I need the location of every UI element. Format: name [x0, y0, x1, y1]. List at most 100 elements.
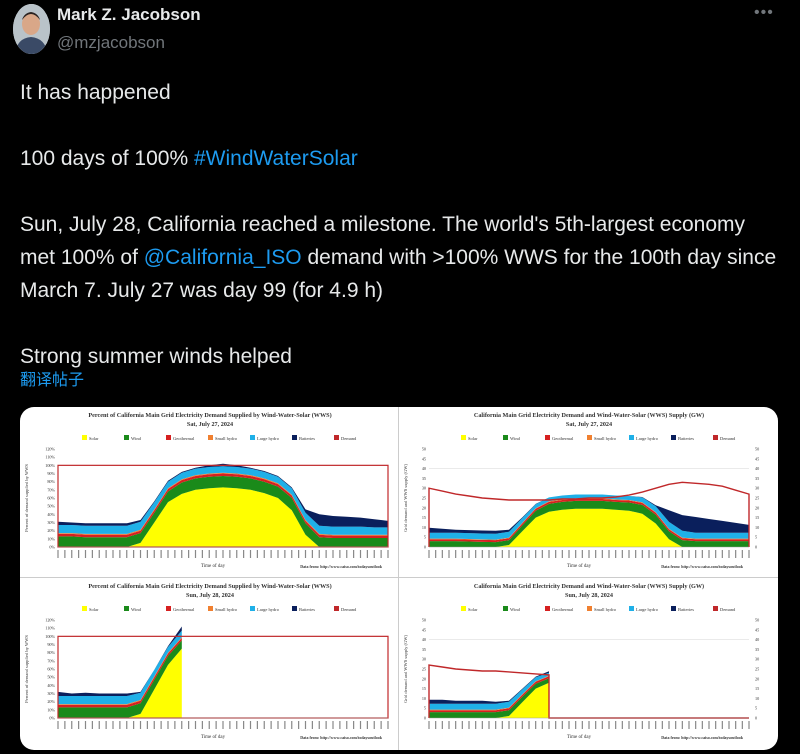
x-tick-label — [167, 721, 169, 729]
source-note: Data from: http://www.caiso.com/todaysou… — [661, 564, 743, 569]
x-tick-label — [373, 550, 375, 558]
legend-swatch — [503, 435, 508, 440]
legend-label: Demand — [720, 436, 736, 441]
x-tick-label — [346, 550, 348, 558]
x-tick-label — [181, 550, 183, 558]
area-wind — [58, 476, 388, 547]
x-tick-label — [561, 550, 563, 558]
x-tick-label — [353, 721, 355, 729]
legend-swatch — [461, 606, 466, 611]
legend-label: Batteries — [299, 436, 315, 441]
x-tick-label — [249, 550, 252, 558]
legend-swatch — [503, 606, 508, 611]
x-tick-label — [181, 721, 183, 729]
x-tick-label — [555, 721, 557, 729]
x-tick-label — [105, 721, 107, 729]
y-tick-label: 20 — [422, 676, 426, 681]
x-tick-label — [441, 550, 443, 558]
legend-label: Solar — [89, 607, 99, 612]
avatar[interactable] — [13, 4, 50, 54]
mention-link[interactable]: @California_ISO — [143, 246, 302, 269]
x-axis-label: Time of day — [201, 735, 226, 740]
legend-swatch — [587, 435, 592, 440]
x-tick-label — [655, 721, 657, 729]
y-tick-label-right: 40 — [755, 637, 759, 642]
x-tick-label — [448, 550, 450, 558]
x-tick-label — [133, 550, 135, 558]
x-tick-label — [215, 550, 217, 558]
more-horizontal-icon[interactable]: ••• — [754, 4, 774, 21]
chart-title: California Main Grid Electricity Demand … — [474, 583, 704, 590]
x-tick-label — [721, 550, 723, 558]
x-tick-label — [208, 721, 210, 729]
legend-label: Batteries — [678, 607, 694, 612]
y-tick-label: 0 — [424, 545, 426, 550]
x-tick-label — [535, 550, 537, 558]
x-tick-label — [339, 550, 341, 558]
x-tick-label — [615, 550, 617, 558]
x-tick-label — [270, 721, 272, 729]
x-tick-label — [628, 721, 630, 729]
area-large-hydro — [58, 466, 388, 535]
x-tick-label — [167, 550, 169, 558]
area-wind — [58, 640, 182, 718]
legend-label: Small hydro — [594, 436, 617, 441]
x-axis-label: Time of day — [567, 564, 592, 569]
legend-label: Small hydro — [594, 607, 617, 612]
x-tick-label — [748, 721, 750, 729]
x-tick-label — [318, 550, 320, 558]
legend-swatch — [250, 435, 255, 440]
x-tick-label — [57, 550, 59, 558]
x-tick-label — [146, 550, 148, 558]
legend-label: Solar — [468, 607, 478, 612]
translate-post-link[interactable]: 翻译帖子 — [20, 372, 85, 389]
y-tick-label: 100% — [45, 463, 55, 468]
chart-title: California Main Grid Electricity Demand … — [474, 412, 704, 419]
area-batteries — [429, 494, 749, 534]
area-solar — [58, 648, 182, 718]
legend-label: Geothermal — [552, 607, 574, 612]
y-tick-label: 80% — [47, 479, 55, 484]
x-tick-label — [575, 721, 577, 729]
area-solar — [429, 682, 549, 718]
legend-swatch — [292, 435, 297, 440]
x-tick-label — [98, 550, 100, 558]
chart-gw-july-27: California Main Grid Electricity Demand … — [399, 407, 778, 578]
x-tick-label — [194, 721, 197, 729]
source-note: Data from: http://www.caiso.com/todaysou… — [300, 564, 382, 569]
y-tick-label-right: 35 — [755, 647, 759, 652]
area-wind — [429, 500, 749, 547]
y-tick-label: 15 — [422, 515, 426, 520]
source-note: Data from: http://www.caiso.com/todaysou… — [300, 735, 382, 740]
hashtag-link[interactable]: #WindWaterSolar — [193, 147, 358, 170]
x-tick-label — [291, 721, 293, 729]
y-tick-label: 40% — [47, 683, 55, 688]
legend-label: Solar — [89, 436, 99, 441]
author-name[interactable]: Mark Z. Jacobson — [57, 5, 201, 24]
x-tick-label — [688, 550, 690, 558]
x-tick-label — [298, 721, 300, 729]
x-tick-label — [387, 721, 389, 729]
x-tick-label — [535, 721, 537, 729]
x-tick-label — [380, 550, 382, 558]
legend-swatch — [82, 435, 87, 440]
x-tick-label — [461, 721, 463, 729]
x-tick-label — [318, 721, 320, 729]
y-tick-label-right: 0 — [755, 545, 757, 550]
y-tick-label: 90% — [47, 642, 55, 647]
x-tick-label — [366, 721, 368, 729]
x-tick-label — [126, 550, 128, 558]
x-tick-label — [528, 721, 530, 729]
tweet-media[interactable]: Percent of California Main Grid Electric… — [20, 407, 778, 750]
x-axis-label: Time of day — [201, 564, 226, 569]
x-tick-label — [359, 550, 362, 558]
legend-swatch — [671, 606, 676, 611]
x-tick-label — [188, 550, 190, 558]
x-tick-label — [488, 550, 490, 558]
author-handle[interactable]: @mzjacobson — [57, 33, 165, 52]
legend-label: Large hydro — [257, 436, 280, 441]
x-tick-label — [681, 721, 683, 729]
legend-swatch — [334, 435, 339, 440]
y-tick-label: 70% — [47, 487, 55, 492]
legend-label: Batteries — [678, 436, 694, 441]
